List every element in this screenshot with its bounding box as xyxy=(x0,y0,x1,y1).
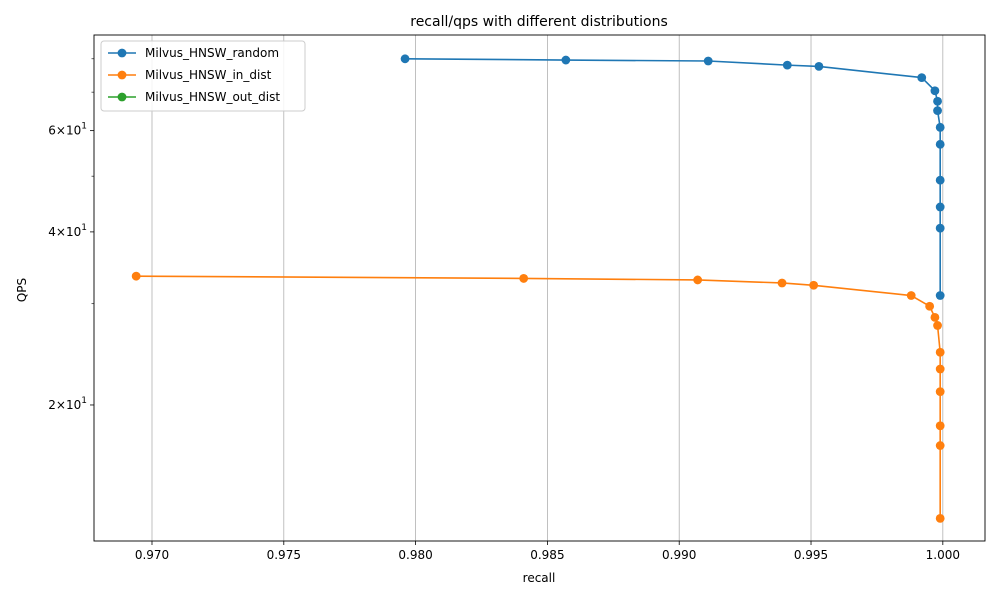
data-point xyxy=(933,321,942,330)
data-point xyxy=(930,313,940,322)
data-point xyxy=(131,271,141,281)
data-point xyxy=(925,301,935,311)
y-tick-base: 4 xyxy=(48,225,56,239)
data-point xyxy=(809,280,819,290)
y-tick-times: × xyxy=(56,124,66,138)
legend-swatch-marker xyxy=(117,48,127,58)
legend-item: Milvus_HNSW_out_dist xyxy=(108,90,280,104)
data-point xyxy=(693,275,703,285)
y-tick-label: 2×101 xyxy=(48,396,87,412)
data-point xyxy=(519,274,529,283)
x-tick-label: 0.980 xyxy=(398,548,432,562)
y-tick-base: 6 xyxy=(48,124,56,138)
data-point xyxy=(814,62,824,71)
y-axis-label: QPS xyxy=(15,278,29,302)
axes-layer xyxy=(93,34,986,542)
data-point xyxy=(935,387,945,397)
data-point xyxy=(935,175,945,185)
legend-item: Milvus_HNSW_random xyxy=(108,46,279,60)
data-point xyxy=(935,513,945,523)
y-tick-exp-base: 10 xyxy=(66,225,81,239)
x-axis-label: recall xyxy=(523,571,556,585)
data-point xyxy=(906,291,916,300)
chart-title: recall/qps with different distributions xyxy=(410,14,668,30)
data-point xyxy=(935,347,945,357)
y-tick-label: 4×101 xyxy=(48,223,87,239)
x-tick-label: 0.995 xyxy=(794,548,828,562)
data-point xyxy=(917,73,927,82)
data-point xyxy=(935,364,945,374)
y-tick-exp-base: 10 xyxy=(66,124,81,138)
series-Milvus_HNSW_random xyxy=(400,54,945,300)
legend-label: Milvus_HNSW_in_dist xyxy=(145,68,272,82)
x-tick-label: 0.990 xyxy=(662,548,696,562)
y-tick-power: 1 xyxy=(81,396,87,406)
legend-swatch-marker xyxy=(117,70,127,80)
data-point xyxy=(935,291,945,300)
y-tick-power: 1 xyxy=(81,223,87,233)
data-point xyxy=(930,86,940,96)
data-point xyxy=(703,56,713,66)
data-point xyxy=(400,54,410,64)
legend-swatch-marker xyxy=(117,92,127,102)
x-tick-label: 1.000 xyxy=(926,548,960,562)
data-point xyxy=(935,223,945,233)
x-ticks: 0.970 0.975 0.980 0.985 0.990 0.995 1.000 xyxy=(135,541,960,562)
y-tick-power: 1 xyxy=(81,122,87,132)
y-tick-label: 6×101 xyxy=(48,122,87,138)
legend-box xyxy=(100,40,306,112)
data-point xyxy=(561,55,571,65)
data-point xyxy=(935,139,945,149)
y-tick-times: × xyxy=(56,225,66,239)
series-Milvus_HNSW_in_dist xyxy=(131,271,945,523)
y-tick-base: 2 xyxy=(48,398,56,412)
legend: Milvus_HNSW_random Milvus_HNSW_in_dist Mil… xyxy=(100,40,306,112)
plot-frame xyxy=(93,34,986,542)
data-point xyxy=(935,202,945,212)
data-point xyxy=(935,441,945,450)
legend-label: Milvus_HNSW_out_dist xyxy=(145,90,280,104)
x-tick-label: 0.970 xyxy=(135,548,169,562)
y-tick-times: × xyxy=(56,398,66,412)
legend-item: Milvus_HNSW_in_dist xyxy=(108,68,272,82)
series-layer xyxy=(131,54,945,523)
y-tick-exp-base: 10 xyxy=(66,398,81,412)
data-point xyxy=(933,96,942,106)
data-point xyxy=(935,122,945,132)
x-tick-label: 0.985 xyxy=(530,548,564,562)
legend-label: Milvus_HNSW_random xyxy=(145,46,279,60)
data-point xyxy=(782,60,792,70)
data-point xyxy=(777,278,787,288)
data-point xyxy=(935,421,945,431)
x-tick-label: 0.975 xyxy=(267,548,301,562)
data-point xyxy=(933,106,942,116)
